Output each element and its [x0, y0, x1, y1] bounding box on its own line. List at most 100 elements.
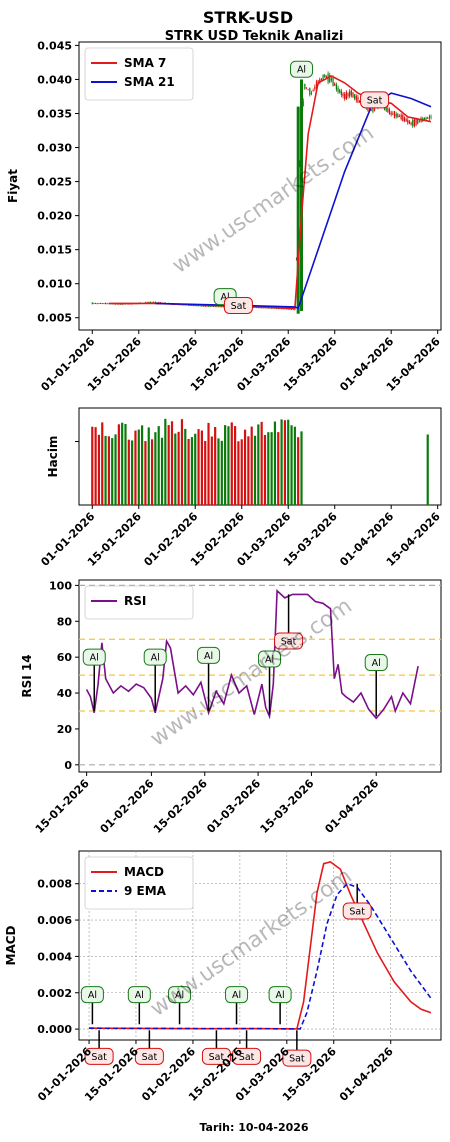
volume-bar	[207, 422, 210, 505]
sell-signal-badge	[223, 296, 253, 314]
volume-bar	[253, 435, 257, 505]
x-tick-label: 15-03-2026	[258, 777, 317, 836]
candle-body	[222, 306, 225, 308]
candle-body	[402, 114, 404, 122]
sell-signal-label: Sat	[367, 95, 383, 106]
volume-bar	[194, 433, 197, 505]
buy-signal-label: Al	[151, 653, 160, 664]
sell-signal-badge	[134, 1047, 164, 1065]
candle-body	[359, 101, 361, 103]
candle-body	[395, 113, 397, 117]
sell-signal-label: Sat	[209, 1052, 225, 1063]
candle-body	[322, 74, 324, 81]
buy-signal-label: Al	[88, 990, 97, 1001]
y-tick-label: 0.030	[37, 142, 72, 155]
sell-signal-label: Sat	[349, 906, 365, 917]
candle-body	[104, 302, 107, 305]
candle-body	[201, 305, 203, 307]
watermark: www.uscmarkets.com	[168, 121, 379, 279]
candle-body	[388, 109, 391, 115]
volume-bar	[220, 440, 223, 505]
candle-body	[355, 95, 357, 101]
price-panel-frame	[78, 41, 442, 331]
candle-body	[324, 74, 326, 78]
volume-bar	[154, 432, 157, 505]
candle-body	[299, 162, 301, 168]
candle-body	[413, 119, 416, 126]
candle-body	[290, 308, 293, 310]
volume-bar	[91, 426, 94, 505]
candle-body	[412, 119, 414, 127]
volume-bar	[233, 426, 237, 505]
candle-body	[329, 74, 331, 83]
volume-bar	[97, 434, 101, 505]
candle-body	[339, 89, 341, 93]
volume-bar	[273, 421, 277, 505]
candle-body	[397, 114, 399, 118]
candle-body	[325, 75, 328, 79]
volume-bar	[300, 431, 303, 505]
legend-label: RSI	[124, 594, 146, 608]
candle-body	[192, 305, 195, 307]
candle-body	[212, 305, 215, 307]
candle-body	[206, 305, 208, 307]
candle-body	[428, 116, 430, 119]
candle-body	[101, 303, 103, 304]
volume-panel-frame	[78, 407, 442, 506]
candle-body	[103, 303, 105, 304]
candle-body	[154, 301, 156, 303]
candle-body	[403, 117, 406, 121]
candle-body	[320, 79, 323, 80]
x-tick-label: 15-01-2026	[33, 777, 92, 836]
volume-bar	[121, 422, 124, 505]
volume-bar	[144, 441, 147, 505]
candle-body	[330, 78, 333, 81]
volume-bar	[174, 433, 177, 505]
candle-body	[302, 100, 304, 107]
volume-bar	[270, 432, 273, 505]
volume-bar	[426, 434, 429, 505]
candle-body	[312, 90, 314, 92]
candle-body	[405, 118, 407, 122]
candle-body	[295, 258, 298, 261]
volume-bar	[124, 424, 127, 505]
y-tick-label: 0.045	[37, 39, 72, 52]
candle-body	[296, 106, 300, 314]
volume-bar	[283, 420, 287, 505]
volume-bar	[210, 436, 213, 505]
volume-bar	[177, 431, 180, 505]
volume-bar	[260, 421, 263, 505]
sell-signal-label: Sat	[142, 1052, 158, 1063]
buy-signal-badge	[364, 654, 388, 672]
legend-box	[84, 47, 194, 101]
y-tick-label: 80	[57, 615, 73, 628]
candle-body	[191, 305, 193, 307]
candle-body	[357, 97, 359, 103]
y-axis-label: Fiyat	[6, 169, 20, 203]
candle-body	[256, 307, 258, 309]
chart-panels: AlSatAlSat0.0050.0100.0150.0200.0250.030…	[4, 39, 443, 1103]
candle-body	[96, 303, 98, 305]
sell-signal-label: Sat	[231, 301, 247, 312]
candle-body	[407, 120, 409, 123]
legend-label: 9 EMA	[124, 884, 167, 898]
buy-signal-label: Al	[265, 654, 274, 665]
volume-bar	[243, 429, 247, 505]
legend-label: SMA 21	[124, 75, 175, 89]
candle-body	[106, 303, 108, 305]
sma21-line	[155, 92, 432, 310]
candle-body	[119, 303, 122, 305]
sell-signal-badge	[360, 91, 390, 109]
candle-body	[108, 303, 110, 305]
candle-body	[390, 112, 392, 115]
footer-date: Tarih: 10-04-2026	[199, 1121, 308, 1134]
y-tick-label: 0.006	[37, 914, 72, 927]
rsi-line	[85, 589, 419, 720]
volume-bar	[277, 432, 280, 505]
candle-body	[410, 122, 412, 125]
buy-signal-label: Al	[372, 658, 381, 669]
volume-bar	[117, 424, 120, 505]
volume-bar	[197, 429, 200, 505]
candle-body	[393, 111, 396, 119]
